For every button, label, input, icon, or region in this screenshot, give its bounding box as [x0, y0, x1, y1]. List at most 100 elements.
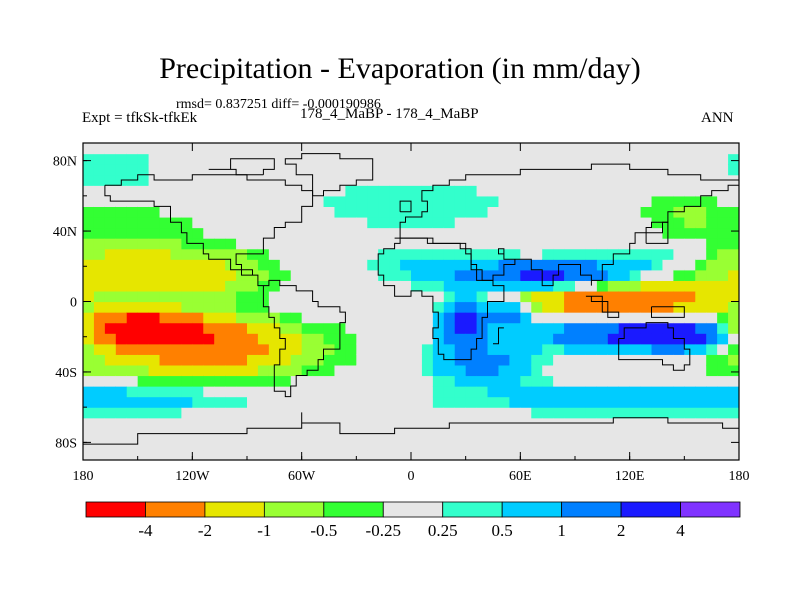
field-cell — [531, 312, 543, 324]
field-cell — [301, 269, 314, 281]
field-cell — [706, 343, 718, 355]
field-cell — [126, 185, 139, 197]
field-cell — [192, 417, 204, 429]
field-cell — [618, 164, 631, 176]
field-cell — [334, 248, 346, 260]
field-cell — [454, 396, 467, 408]
field-cell — [454, 216, 467, 229]
field-cell — [257, 185, 270, 197]
field-cell — [137, 301, 150, 313]
colorbar-box — [561, 501, 622, 518]
field-cell — [684, 269, 696, 281]
field-cell — [203, 216, 215, 229]
field-cell — [93, 206, 106, 218]
field-cell — [454, 438, 467, 451]
field-cell — [159, 438, 172, 451]
field-cell — [170, 206, 182, 218]
field-cell — [673, 428, 685, 440]
field-cell — [728, 407, 739, 419]
field-cell — [389, 216, 401, 229]
field-cell — [203, 301, 215, 313]
field-cell — [596, 438, 609, 451]
field-cell — [553, 354, 565, 366]
field-cell — [83, 238, 95, 250]
field-cell — [421, 248, 434, 260]
field-cell — [531, 248, 543, 260]
field-cell — [159, 143, 172, 155]
field-cell — [290, 248, 303, 260]
field-cell — [203, 259, 215, 271]
field-cell — [520, 396, 532, 408]
field-cell — [356, 164, 368, 176]
field-cell — [400, 333, 412, 345]
field-cell — [181, 343, 193, 355]
field-cell — [181, 333, 193, 345]
field-cell — [585, 195, 598, 207]
field-cell — [531, 333, 543, 345]
field-cell — [192, 438, 204, 451]
field-cell — [553, 396, 565, 408]
field-cell — [203, 386, 215, 398]
field-cell — [673, 143, 685, 155]
field-cell — [728, 333, 739, 345]
field-cell — [651, 428, 664, 440]
field-cell — [203, 375, 215, 387]
field-cell — [575, 280, 587, 292]
y-tick-label: 80N — [53, 155, 77, 170]
field-cell — [706, 195, 718, 207]
field-cell — [312, 164, 325, 176]
field-cell — [421, 259, 434, 271]
field-cell — [247, 238, 259, 250]
field-cell — [575, 174, 587, 186]
left-string: Expt = tfkSk-tfkEk — [82, 110, 198, 126]
field-cell — [247, 364, 259, 377]
y-tick-label: 40N — [53, 225, 77, 240]
field-cell — [520, 269, 532, 281]
field-cell — [137, 375, 150, 387]
field-cell — [575, 354, 587, 366]
field-cell — [421, 216, 434, 229]
field-cell — [236, 301, 248, 313]
field-cell — [553, 449, 565, 460]
field-cell — [137, 269, 150, 281]
field-cell — [575, 301, 587, 313]
field-cell — [367, 185, 379, 197]
field-cell — [159, 354, 172, 366]
field-cell — [93, 185, 106, 197]
field-cell — [651, 322, 664, 334]
field-cell — [170, 438, 182, 451]
field-cell — [104, 269, 117, 281]
field-cell — [345, 301, 357, 313]
field-cell — [564, 407, 576, 419]
field-cell — [159, 407, 172, 419]
field-cell — [531, 290, 543, 303]
field-cell — [651, 438, 664, 451]
field-cell — [553, 364, 565, 377]
field-cell — [443, 153, 456, 165]
field-cell — [607, 290, 620, 303]
field-cell — [432, 428, 445, 440]
field-cell — [225, 290, 237, 303]
field-cell — [717, 143, 729, 155]
field-cell — [159, 248, 172, 260]
field-cell — [225, 396, 237, 408]
field-cell — [378, 312, 390, 324]
field-cell — [411, 343, 423, 355]
field-cell — [651, 143, 664, 155]
field-cell — [432, 174, 445, 186]
field-cell — [115, 269, 128, 281]
field-cell — [225, 417, 237, 429]
field-cell — [728, 438, 739, 451]
field-cell — [575, 185, 587, 197]
field-cell — [629, 449, 642, 460]
field-cell — [345, 386, 357, 398]
field-cell — [323, 174, 336, 186]
field-cell — [159, 449, 172, 460]
field-cell — [618, 238, 631, 250]
field-cell — [301, 153, 314, 165]
field-cell — [542, 227, 554, 239]
field-cell — [487, 396, 500, 408]
field-cell — [465, 185, 478, 197]
field-cell — [706, 428, 718, 440]
field-cell — [509, 227, 521, 239]
